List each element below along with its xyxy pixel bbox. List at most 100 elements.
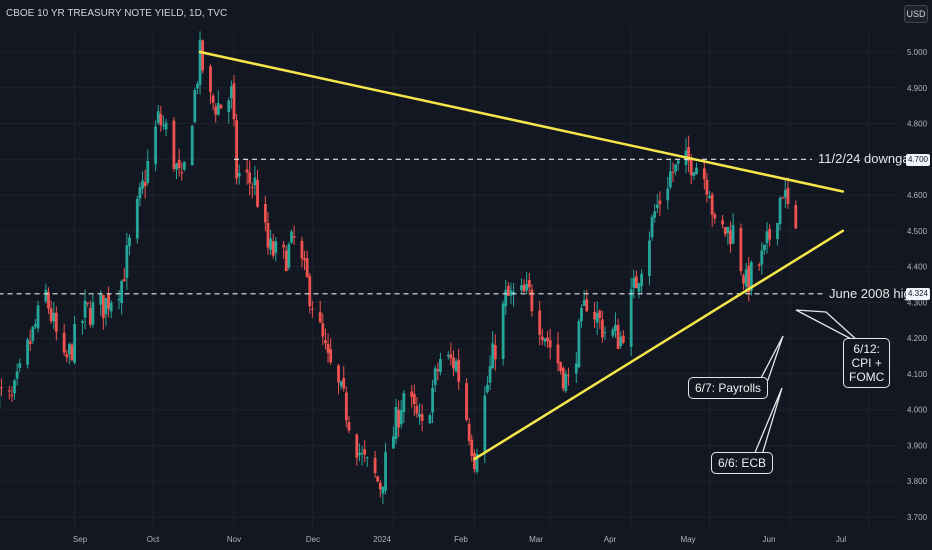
candle-body xyxy=(454,360,458,372)
candle xyxy=(538,300,542,346)
candle xyxy=(713,212,717,224)
y-tick-label: 4.300 xyxy=(907,298,928,307)
candle xyxy=(250,182,254,199)
callout-payrolls: 6/7: Payrolls xyxy=(688,377,769,399)
candle xyxy=(763,244,766,255)
candle xyxy=(684,138,688,174)
candle-body xyxy=(175,163,178,170)
candle xyxy=(138,182,142,207)
candle-body xyxy=(250,187,254,189)
candle-body xyxy=(546,337,549,342)
x-tick-label: 2024 xyxy=(373,535,391,544)
candle-body xyxy=(135,198,139,239)
candle xyxy=(729,221,732,253)
candle-body xyxy=(637,283,641,292)
candle xyxy=(783,179,787,209)
candle xyxy=(632,269,636,299)
candle xyxy=(676,160,680,171)
callout-line: 6/12: xyxy=(853,342,881,356)
candle-body xyxy=(211,95,215,103)
candle xyxy=(339,380,343,390)
candle-body xyxy=(603,332,607,334)
candle-body xyxy=(172,120,176,169)
candle xyxy=(757,262,761,271)
candle xyxy=(742,273,745,290)
candle-body xyxy=(708,196,711,199)
candle-body xyxy=(439,359,442,373)
candle xyxy=(198,31,202,95)
candle-body xyxy=(321,323,325,337)
x-tick-label: Oct xyxy=(147,535,160,544)
candle xyxy=(394,398,398,445)
candle-body xyxy=(676,160,680,164)
candle xyxy=(235,113,239,185)
candle xyxy=(321,313,325,345)
candle xyxy=(196,81,199,95)
candle xyxy=(36,300,40,333)
candle xyxy=(593,302,596,328)
candle-body xyxy=(475,454,479,472)
candle-body xyxy=(201,40,205,71)
candle-body xyxy=(538,310,542,335)
candle xyxy=(128,234,131,256)
pointer-cpi-fomc xyxy=(795,309,860,342)
candle xyxy=(376,475,380,483)
candle-body xyxy=(376,476,380,482)
candle xyxy=(436,362,440,381)
candle xyxy=(342,366,346,392)
candle xyxy=(159,105,163,132)
candle xyxy=(454,358,458,374)
candle-body xyxy=(446,354,450,357)
candle-body xyxy=(501,303,505,359)
candle xyxy=(559,361,563,375)
candle xyxy=(175,162,178,180)
chart-title: CBOE 10 YR TREASURY NOTE YIELD, 1D, TVC xyxy=(6,8,228,19)
candle-body xyxy=(420,414,424,421)
candle xyxy=(237,164,241,185)
candle-body xyxy=(65,353,69,358)
candle-body xyxy=(326,343,330,353)
candle xyxy=(603,326,607,340)
candle xyxy=(117,290,121,310)
candle xyxy=(671,162,675,183)
candle xyxy=(674,164,677,176)
candle xyxy=(318,300,322,324)
candle-body xyxy=(363,449,367,455)
candle xyxy=(193,87,197,124)
candle-body xyxy=(81,321,84,324)
candle xyxy=(47,287,50,314)
candle-body xyxy=(543,338,547,342)
candle xyxy=(726,226,730,245)
candle-body xyxy=(198,39,202,85)
candle xyxy=(34,319,37,329)
candle xyxy=(472,449,476,473)
y-tick-label: 3.900 xyxy=(907,441,928,450)
candle xyxy=(668,160,672,190)
y-tick-label: 4.000 xyxy=(907,406,928,415)
candle-body xyxy=(391,436,395,449)
currency-button[interactable]: USD xyxy=(904,5,928,23)
candle xyxy=(449,342,453,366)
candle xyxy=(412,384,416,417)
candle-body xyxy=(128,237,131,247)
candle-body xyxy=(308,275,312,307)
candle-body xyxy=(786,187,790,204)
candle xyxy=(574,352,578,383)
candle xyxy=(530,284,534,317)
candle xyxy=(15,363,19,386)
candle xyxy=(256,169,259,208)
candle-body xyxy=(556,344,560,364)
candle-body xyxy=(561,367,565,389)
candle-body xyxy=(373,457,377,473)
candle xyxy=(493,334,497,371)
candle xyxy=(439,352,442,376)
candle-body xyxy=(593,312,596,320)
candle xyxy=(546,331,549,349)
candle xyxy=(7,385,11,400)
candle xyxy=(721,214,725,229)
candle-body xyxy=(595,312,599,323)
candle xyxy=(219,104,223,109)
candle-body xyxy=(360,453,364,455)
